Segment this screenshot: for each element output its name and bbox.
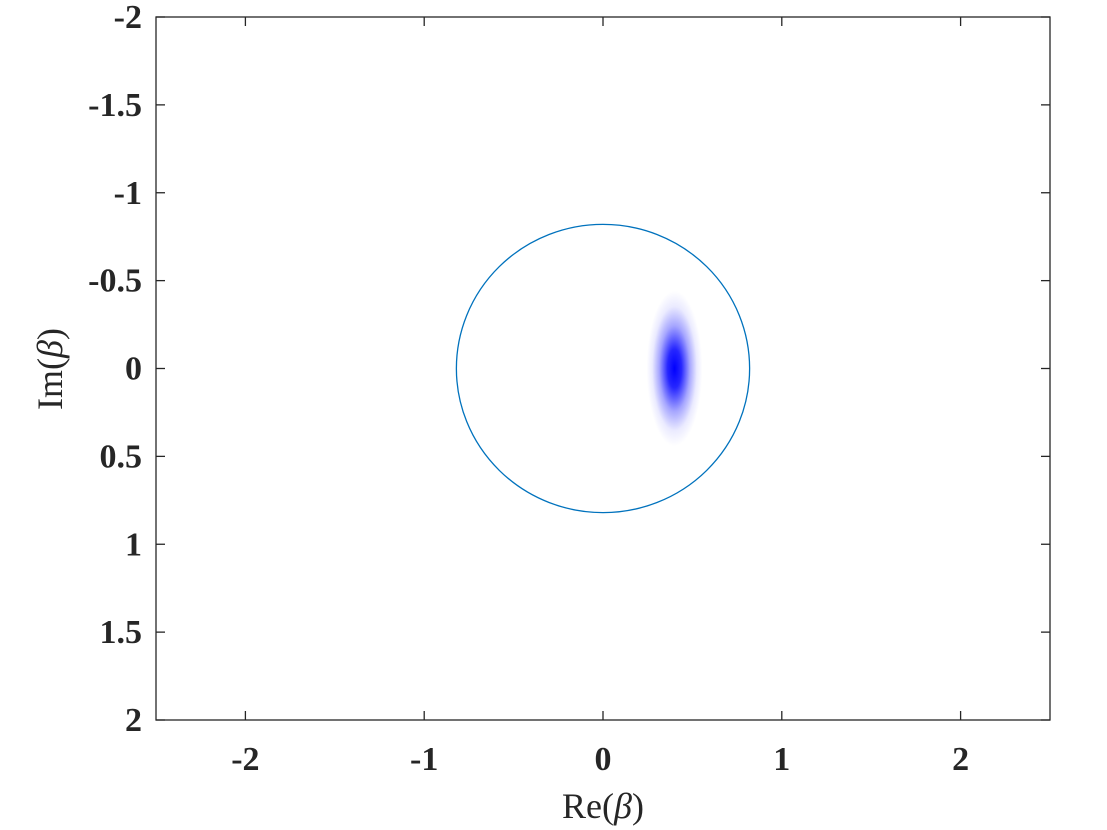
heatmap-blob	[646, 290, 703, 447]
x-tick-label: -2	[231, 741, 259, 778]
plot-frame	[155, 16, 1051, 721]
y-tick-label: 0	[125, 351, 142, 388]
y-tick-label: -1	[114, 175, 142, 212]
y-tick-label: -2	[114, 0, 142, 36]
y-tick-label: 2	[125, 702, 142, 739]
y-tick-label: 1.5	[100, 614, 143, 651]
x-axis-label: Re(β)	[562, 786, 644, 826]
x-tick-label: 2	[952, 741, 969, 778]
y-axis-label: Im(β)	[30, 328, 70, 410]
unit-circle-line	[455, 223, 751, 514]
x-tick-label: 1	[773, 741, 790, 778]
y-tick-label: 0.5	[100, 438, 143, 475]
x-tick-label: -1	[410, 741, 438, 778]
x-tick-label: 0	[595, 741, 612, 778]
y-tick-label: -1.5	[88, 87, 142, 124]
y-tick-label: -0.5	[88, 263, 142, 300]
y-tick-label: 1	[125, 526, 142, 563]
